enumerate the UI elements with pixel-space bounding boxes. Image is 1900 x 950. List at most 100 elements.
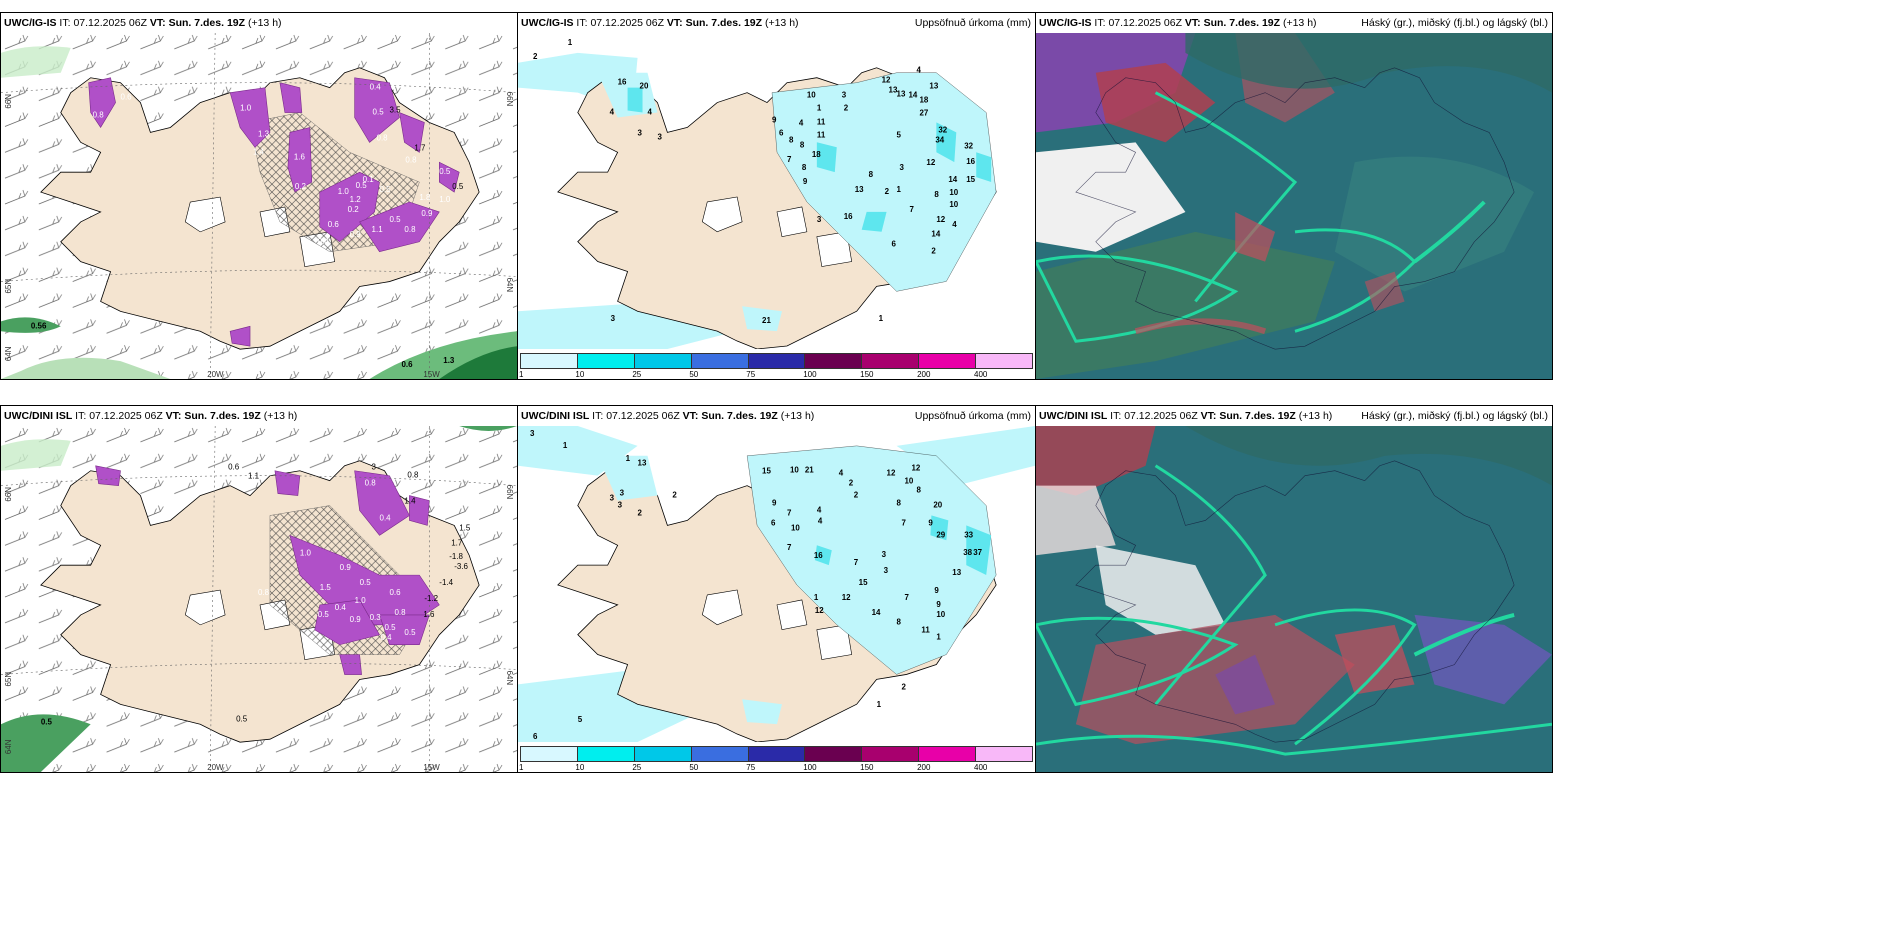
field-title: Háský (gr.), miðský (fj.bl.) og lágský (… bbox=[1361, 410, 1548, 422]
svg-text:2: 2 bbox=[672, 491, 677, 500]
grid-lines bbox=[1, 33, 517, 379]
precip-legend-bar bbox=[520, 746, 1033, 762]
svg-text:1.5: 1.5 bbox=[320, 583, 332, 592]
svg-text:11: 11 bbox=[817, 117, 826, 126]
legend-tick: 10 bbox=[575, 763, 585, 772]
legend-tick: 1 bbox=[519, 370, 524, 379]
lat-label: 64N bbox=[4, 346, 13, 361]
svg-text:0.6: 0.6 bbox=[228, 463, 240, 472]
vt-label: VT: bbox=[1200, 410, 1217, 422]
snow-value: 0.9 bbox=[350, 230, 362, 239]
svg-text:9: 9 bbox=[928, 518, 933, 527]
snow-value: 0.6 bbox=[121, 93, 133, 102]
svg-text:1.4: 1.4 bbox=[404, 497, 416, 506]
svg-text:1: 1 bbox=[936, 633, 941, 642]
svg-text:3: 3 bbox=[842, 91, 847, 100]
snow-value: 1.0 bbox=[338, 187, 350, 196]
svg-text:9: 9 bbox=[936, 600, 941, 609]
svg-text:3: 3 bbox=[817, 215, 822, 224]
svg-text:20W: 20W bbox=[207, 763, 224, 772]
it-label: IT: bbox=[59, 17, 71, 29]
svg-text:0.4: 0.4 bbox=[335, 603, 347, 612]
svg-text:7: 7 bbox=[787, 155, 792, 164]
valid-time: Sun. 7.des. 19Z bbox=[184, 410, 261, 422]
svg-text:4: 4 bbox=[647, 107, 652, 116]
panel-snow-igis: UWC/IG-IS IT: 07.12.2025 06Z VT: Sun. 7.… bbox=[0, 12, 518, 380]
legend-tick: 400 bbox=[974, 763, 988, 772]
svg-text:32: 32 bbox=[938, 125, 947, 134]
snow-labels: 0.6 1.1 3 0.8 1.4 0.4 0.8 1.0 0.9 0.5 1.… bbox=[4, 463, 514, 772]
legend-tick: 150 bbox=[860, 370, 874, 379]
map-clouds bbox=[1036, 426, 1552, 772]
svg-text:6: 6 bbox=[533, 732, 538, 741]
svg-text:21: 21 bbox=[762, 316, 771, 325]
legend-swatch bbox=[634, 354, 692, 368]
svg-text:3: 3 bbox=[882, 550, 887, 559]
snow-value: 1.0 bbox=[439, 195, 451, 204]
svg-text:-1.8: -1.8 bbox=[449, 552, 463, 561]
svg-text:20: 20 bbox=[640, 82, 649, 91]
snow-value: 0.8 bbox=[93, 111, 105, 120]
svg-text:0.8: 0.8 bbox=[407, 471, 419, 480]
svg-text:-1.4: -1.4 bbox=[439, 578, 453, 587]
init-time: 07.12.2025 06Z bbox=[89, 410, 163, 422]
snow-value: 1.4 bbox=[253, 147, 265, 156]
precip-legend-ticks: 1 10 25 50 75 100 150 200 400 bbox=[519, 370, 1033, 379]
snow-value: 0.5 bbox=[356, 181, 368, 190]
legend-tick: 25 bbox=[632, 763, 642, 772]
svg-text:3: 3 bbox=[610, 494, 615, 503]
precip-legend: 1 10 25 50 75 100 150 200 400 bbox=[518, 349, 1035, 379]
svg-text:0.5: 0.5 bbox=[318, 610, 330, 619]
snow-value: 1.7 bbox=[414, 143, 426, 152]
legend-swatch bbox=[919, 354, 977, 368]
snow-areas bbox=[88, 77, 460, 347]
legend-tick: 200 bbox=[917, 763, 931, 772]
map-snow: 0.6 1.1 3 0.8 1.4 0.4 0.8 1.0 0.9 0.5 1.… bbox=[1, 426, 517, 772]
svg-text:3: 3 bbox=[884, 566, 889, 575]
lat-label-east: 66N bbox=[505, 92, 514, 107]
snow-value: 0.8 bbox=[377, 133, 389, 142]
panel-clouds-dini: UWC/DINI ISL IT: 07.12.2025 06Z VT: Sun.… bbox=[1035, 405, 1553, 773]
svg-text:32: 32 bbox=[964, 141, 973, 150]
svg-text:16: 16 bbox=[844, 212, 853, 221]
svg-text:1: 1 bbox=[879, 314, 884, 323]
snow-value: 0.1 bbox=[363, 175, 375, 184]
svg-text:1.6: 1.6 bbox=[423, 610, 435, 619]
svg-text:3: 3 bbox=[618, 500, 623, 509]
svg-text:0.9: 0.9 bbox=[350, 615, 362, 624]
svg-text:34: 34 bbox=[935, 135, 944, 144]
svg-text:0.8: 0.8 bbox=[394, 608, 406, 617]
init-time: 07.12.2025 06Z bbox=[590, 17, 664, 29]
clouds-map-svg bbox=[1036, 33, 1552, 379]
legend-tick: 25 bbox=[632, 370, 642, 379]
svg-text:8: 8 bbox=[869, 170, 874, 179]
clouds-map-svg-dini bbox=[1036, 426, 1552, 772]
svg-text:15W: 15W bbox=[423, 763, 440, 772]
vt-label: VT: bbox=[1184, 17, 1201, 29]
panel-clouds-igis: UWC/IG-IS IT: 07.12.2025 06Z VT: Sun. 7.… bbox=[1035, 12, 1553, 380]
svg-text:4: 4 bbox=[610, 107, 615, 116]
model-name: UWC/DINI ISL bbox=[521, 410, 590, 422]
vt-label: VT: bbox=[165, 410, 182, 422]
svg-text:5: 5 bbox=[578, 715, 583, 724]
svg-text:2: 2 bbox=[854, 491, 859, 500]
svg-text:4: 4 bbox=[952, 220, 957, 229]
legend-swatch bbox=[748, 747, 806, 761]
svg-text:21: 21 bbox=[805, 466, 814, 475]
lead-time: (+13 h) bbox=[764, 17, 799, 29]
svg-text:1: 1 bbox=[877, 700, 882, 709]
legend-swatch bbox=[862, 354, 920, 368]
svg-text:10: 10 bbox=[949, 188, 958, 197]
legend-swatch bbox=[976, 354, 1033, 368]
snow-map-svg-dini: 0.6 1.1 3 0.8 1.4 0.4 0.8 1.0 0.9 0.5 1.… bbox=[1, 426, 517, 772]
precip-map-svg: 2 1 16 4 20 3 4 3 10 1 3 9 6 4 8 2 8 11 … bbox=[518, 38, 997, 349]
snow-labels: 0.6 0.8 1.0 3.5 1.7 0.5 0.8 1.3 1.6 1.4 … bbox=[4, 83, 514, 379]
valid-time: Sun. 7.des. 19Z bbox=[685, 17, 763, 29]
svg-text:4: 4 bbox=[818, 516, 823, 525]
svg-text:15: 15 bbox=[966, 175, 975, 184]
field-title: Uppsöfnuð úrkoma (mm) bbox=[914, 17, 1031, 29]
svg-text:12: 12 bbox=[911, 464, 920, 473]
svg-text:3: 3 bbox=[611, 314, 616, 323]
svg-text:10: 10 bbox=[949, 200, 958, 209]
lead-time: (+13 h) bbox=[263, 410, 298, 422]
